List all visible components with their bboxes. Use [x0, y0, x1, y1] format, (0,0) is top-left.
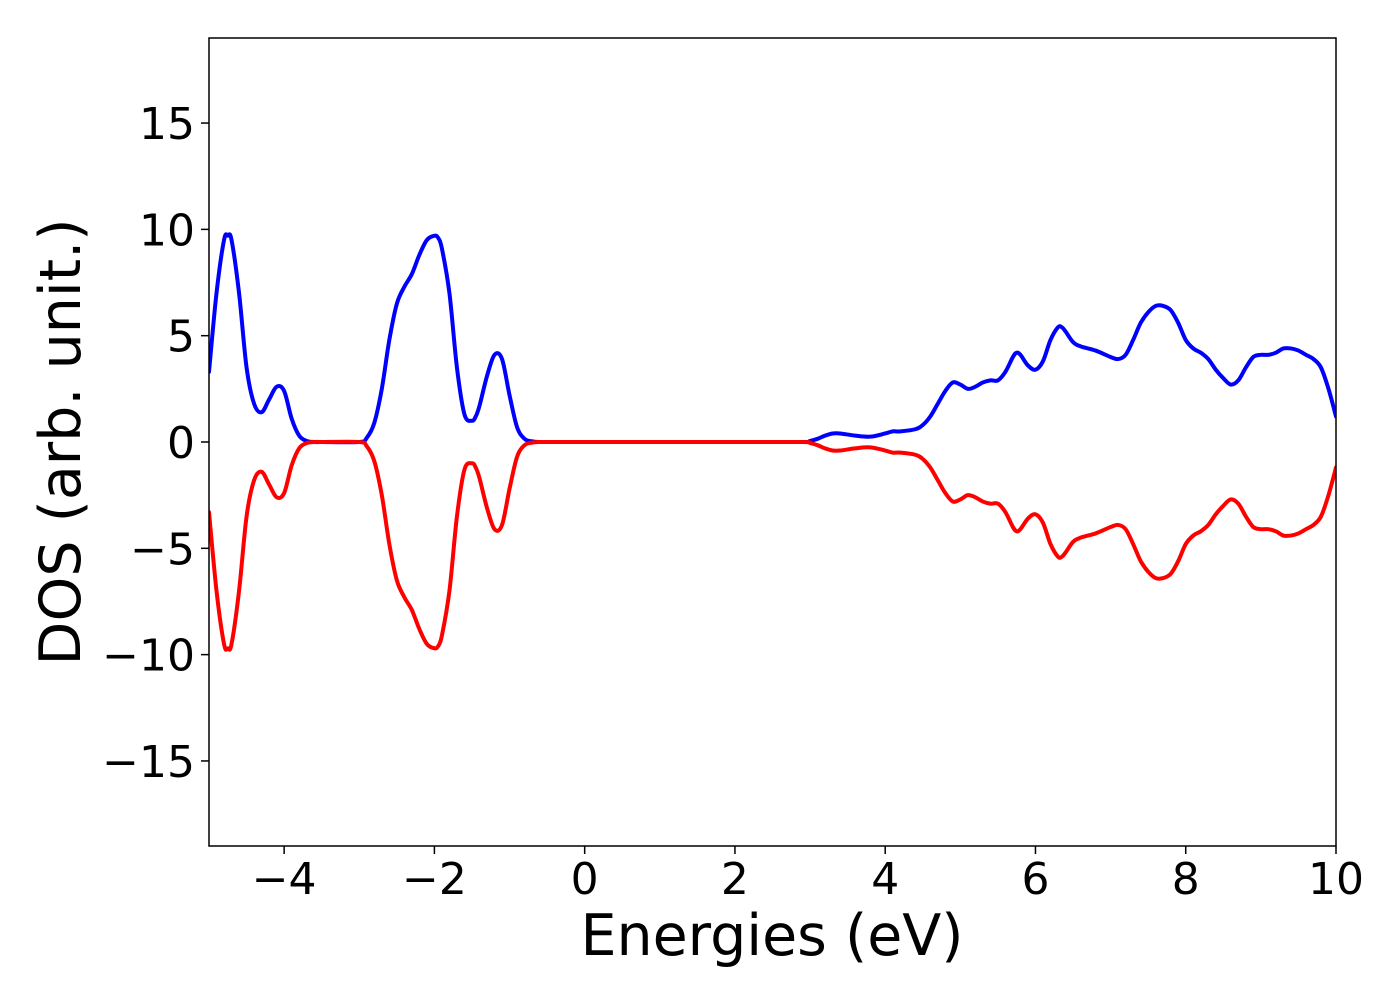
y-tick-label: 0 [167, 418, 195, 469]
x-tick-label: 4 [871, 854, 899, 905]
series-line-1 [209, 232, 1336, 445]
x-tick-label: −4 [252, 854, 317, 905]
x-tick-label: 8 [1172, 854, 1200, 905]
series-layer [209, 232, 1336, 652]
x-tick-label: 0 [571, 854, 599, 905]
y-axis: 15 10 5 0 −5 −10 −15 [102, 99, 209, 788]
x-tick-label: −2 [402, 854, 467, 905]
x-axis: −4 −2 0 2 4 6 8 10 [252, 846, 1364, 905]
y-tick-label: −10 [102, 631, 195, 682]
x-tick-label: 6 [1021, 854, 1049, 905]
x-tick-label: 10 [1308, 854, 1364, 905]
y-axis-title: DOS (arb. unit.) [28, 219, 94, 666]
y-tick-label: 10 [139, 205, 195, 256]
y-tick-label: −5 [130, 524, 195, 575]
y-tick-label: 5 [167, 312, 195, 363]
y-tick-label: 15 [139, 99, 195, 150]
x-axis-title: Energies (eV) [580, 903, 963, 969]
x-tick-label: 2 [721, 854, 749, 905]
y-tick-label: −15 [102, 737, 195, 788]
series-line-2 [209, 439, 1336, 652]
